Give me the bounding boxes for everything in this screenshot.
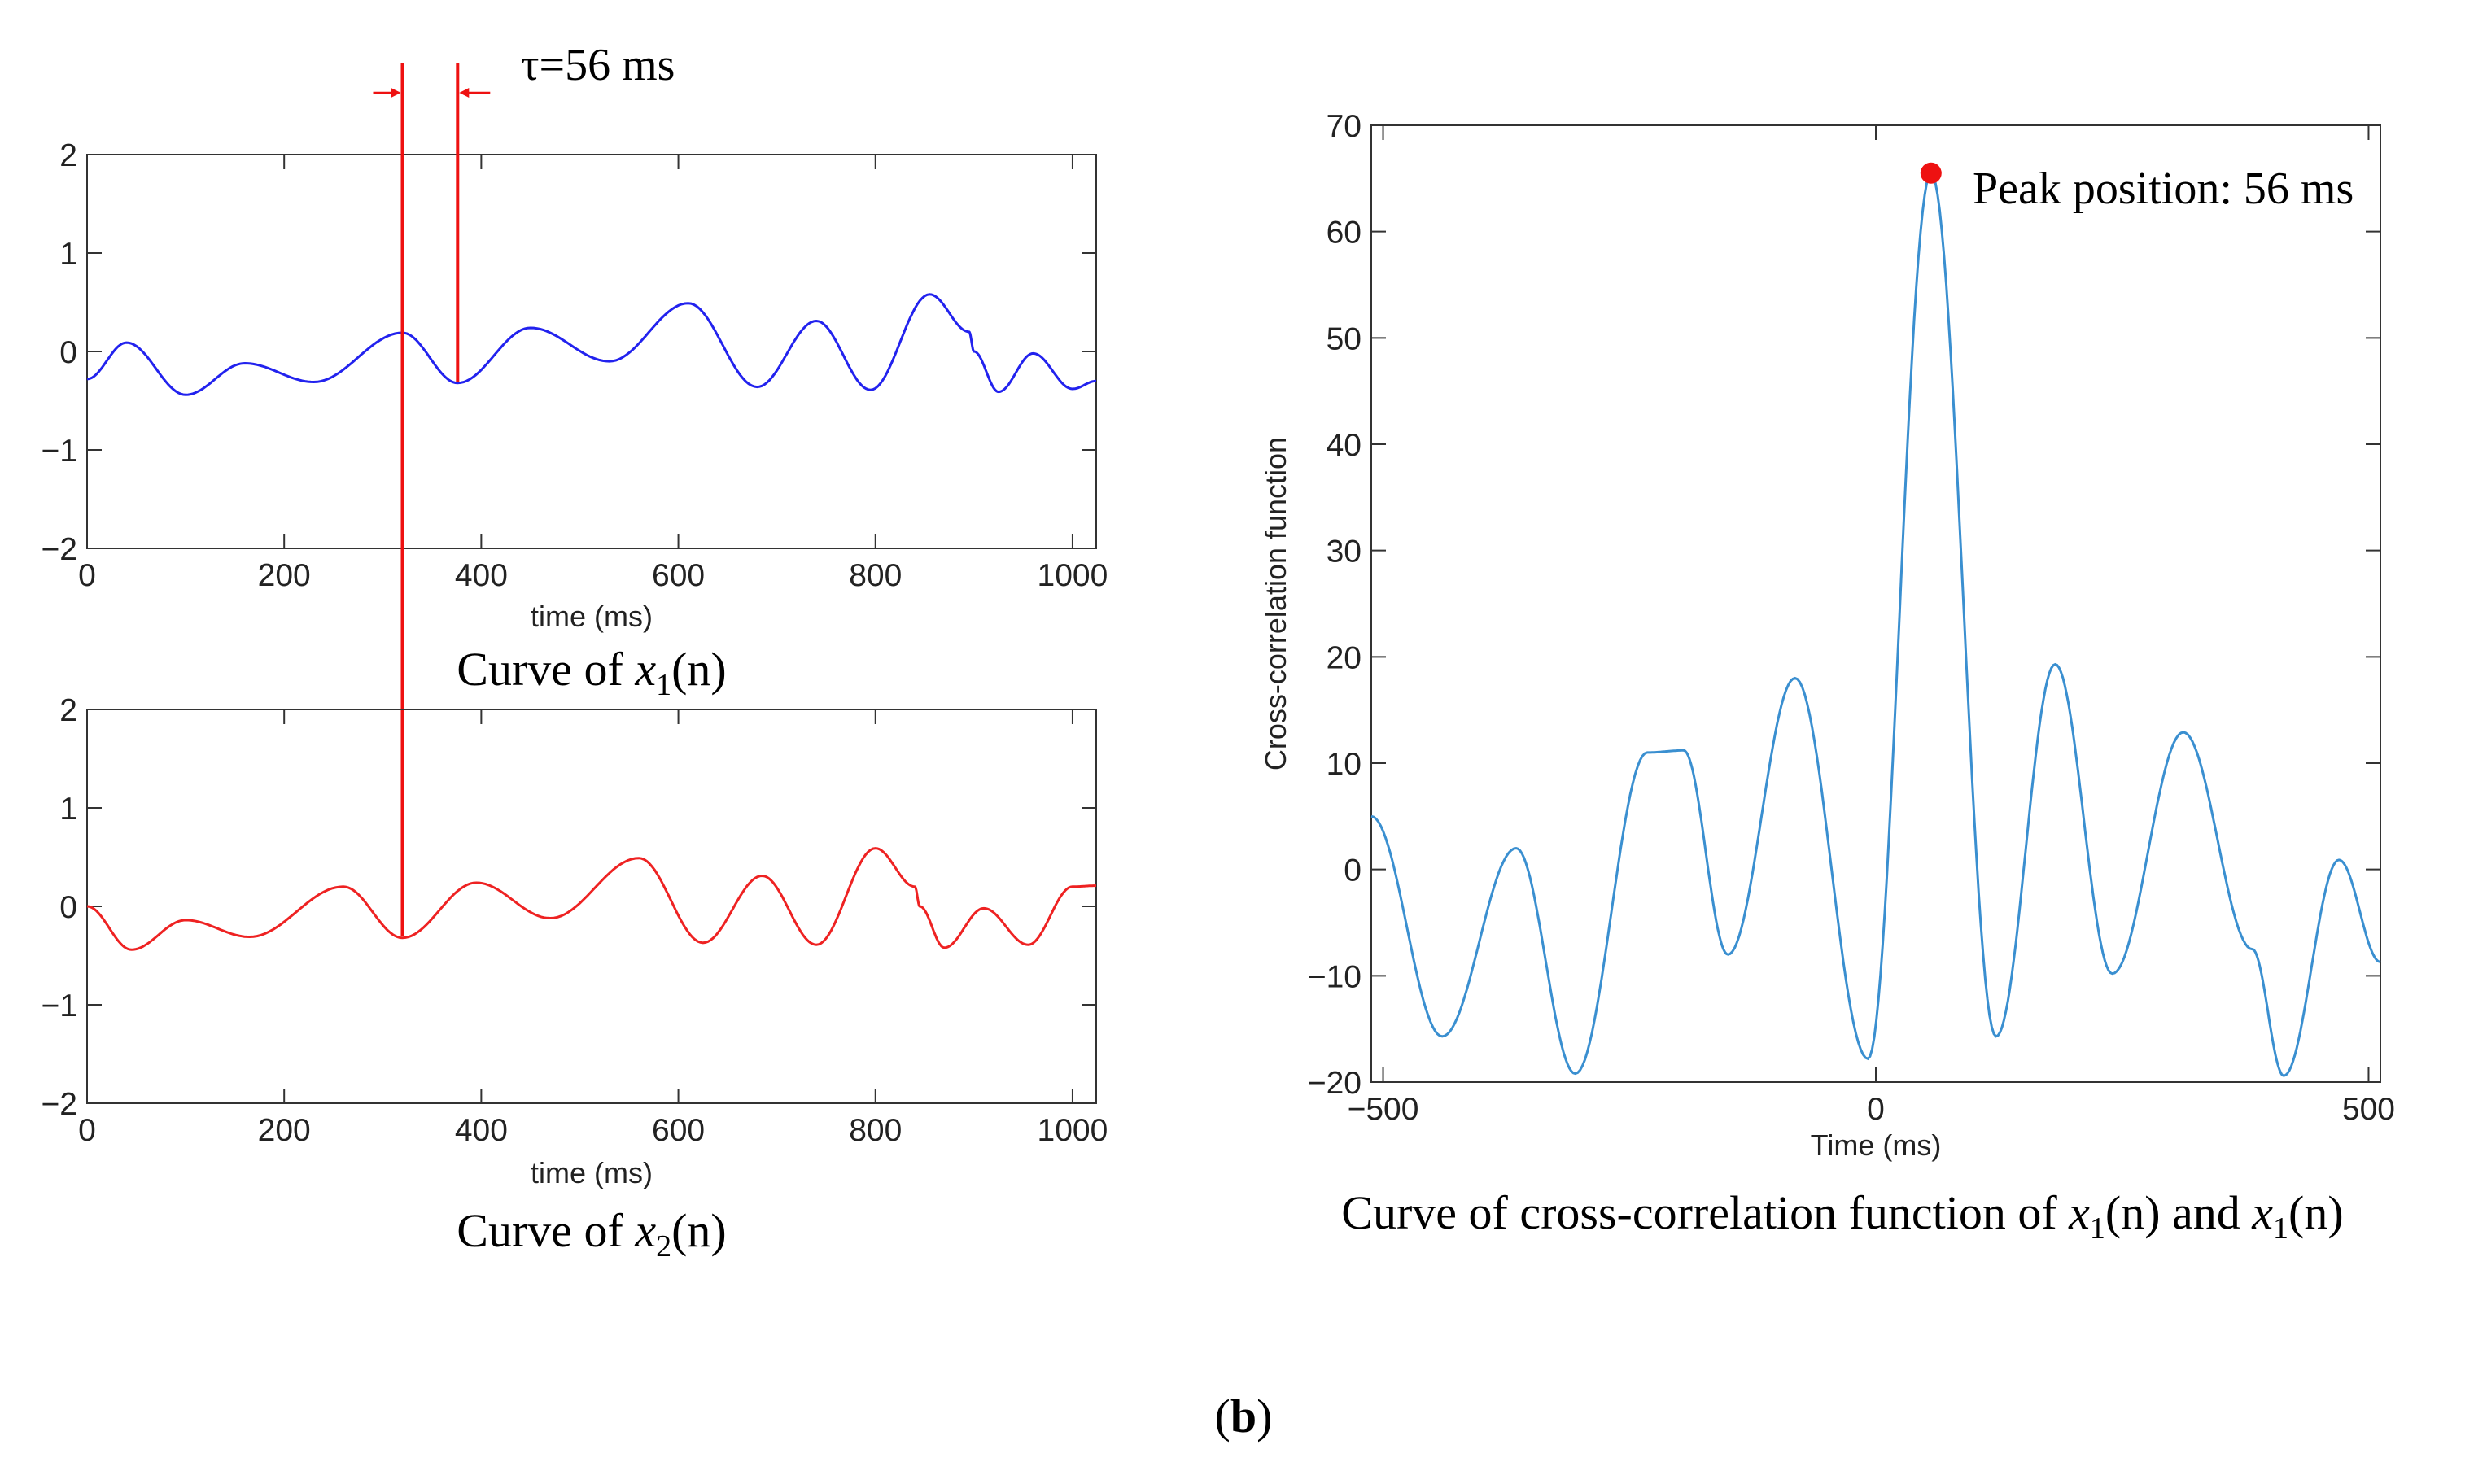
x-tick-label: 0 (1867, 1092, 1885, 1127)
tau-annotation: τ=56 ms (373, 40, 675, 936)
y-tick-label: 20 (1327, 640, 1362, 675)
y-tick-label: 1 (59, 237, 77, 272)
tau-arrow-right-head (459, 88, 470, 98)
x2-caption: Curve of x2(n) (457, 1204, 726, 1264)
x-tick-label: 1000 (1038, 558, 1108, 593)
x1-series-line (86, 293, 1096, 396)
y-tick-label: −1 (42, 989, 77, 1024)
y-tick-label: −20 (1308, 1066, 1362, 1101)
y-tick-label: −2 (42, 532, 77, 567)
y-tick-label: −10 (1308, 959, 1362, 994)
xcorr-ylabel: Cross-correlation function (1259, 437, 1292, 770)
y-tick-label: 70 (1327, 109, 1362, 144)
tau-arrows (373, 88, 491, 98)
y-tick-label: 30 (1327, 535, 1362, 570)
x-tick-label: 0 (78, 1113, 96, 1148)
xcorr-xlabel: Time (ms) (1811, 1128, 1942, 1162)
y-tick-label: 0 (1344, 853, 1362, 888)
x2-series-line (86, 847, 1096, 951)
x-tick-label: 800 (849, 558, 902, 593)
x-tick-label: 800 (849, 1113, 902, 1148)
y-tick-label: 2 (59, 138, 77, 173)
x-tick-label: 600 (652, 1113, 705, 1148)
y-tick-label: 0 (59, 335, 77, 370)
x1-caption: Curve of x1(n) (457, 643, 726, 702)
y-tick-label: 60 (1327, 216, 1362, 251)
xcorr-caption: Curve of cross-correlation function of x… (1341, 1186, 2343, 1246)
x-tick-label: 1000 (1038, 1113, 1108, 1148)
panel-label: (b) (1215, 1390, 1273, 1443)
x-tick-label: 400 (455, 558, 508, 593)
x2-ticks: 0 200 400 600 800 1000 2 1 0 −1 −2 (42, 693, 1108, 1148)
x-tick-label: 200 (258, 1113, 311, 1148)
xcorr-ticks: −500 0 500 70 60 50 40 30 20 10 0 −10 −20 (1308, 109, 2395, 1127)
y-tick-label: 2 (59, 693, 77, 728)
y-tick-label: 50 (1327, 321, 1362, 356)
xcorr-plot-frame (1370, 124, 2381, 1083)
x-tick-label: 200 (258, 558, 311, 593)
x2-xlabel: time (ms) (531, 1156, 653, 1189)
x1-ticks: 0 200 400 600 800 1000 2 1 0 −1 −2 (42, 138, 1108, 593)
y-tick-label: 40 (1327, 428, 1362, 463)
x-tick-label: 400 (455, 1113, 508, 1148)
x2-plot: 0 200 400 600 800 1000 2 1 0 −1 −2 time (ms) Curve… (42, 693, 1108, 1264)
x1-xlabel: time (ms) (531, 600, 653, 633)
tau-arrow-left-head (391, 88, 401, 98)
x1-plot-frame (86, 154, 1097, 549)
xcorr-plot: −500 0 500 70 60 50 40 30 20 10 0 −10 −20 Peak posit… (1259, 109, 2395, 1246)
x-tick-label: −500 (1348, 1092, 1419, 1127)
y-tick-label: 0 (59, 890, 77, 925)
y-tick-label: −2 (42, 1087, 77, 1122)
x1-plot: 0 200 400 600 800 1000 2 1 0 −1 −2 time (ms) Curve… (42, 138, 1108, 702)
y-tick-label: −1 (42, 434, 77, 469)
peak-label: Peak position: 56 ms (1973, 164, 2354, 214)
tau-label: τ=56 ms (521, 40, 675, 90)
x-tick-label: 600 (652, 558, 705, 593)
x-tick-label: 500 (2342, 1092, 2395, 1127)
y-tick-label: 10 (1327, 747, 1362, 782)
xcorr-series-line (1370, 171, 2381, 1077)
peak-marker (1920, 162, 1942, 184)
y-tick-label: 1 (59, 792, 77, 827)
x-tick-label: 0 (78, 558, 96, 593)
x2-plot-frame (86, 709, 1097, 1104)
